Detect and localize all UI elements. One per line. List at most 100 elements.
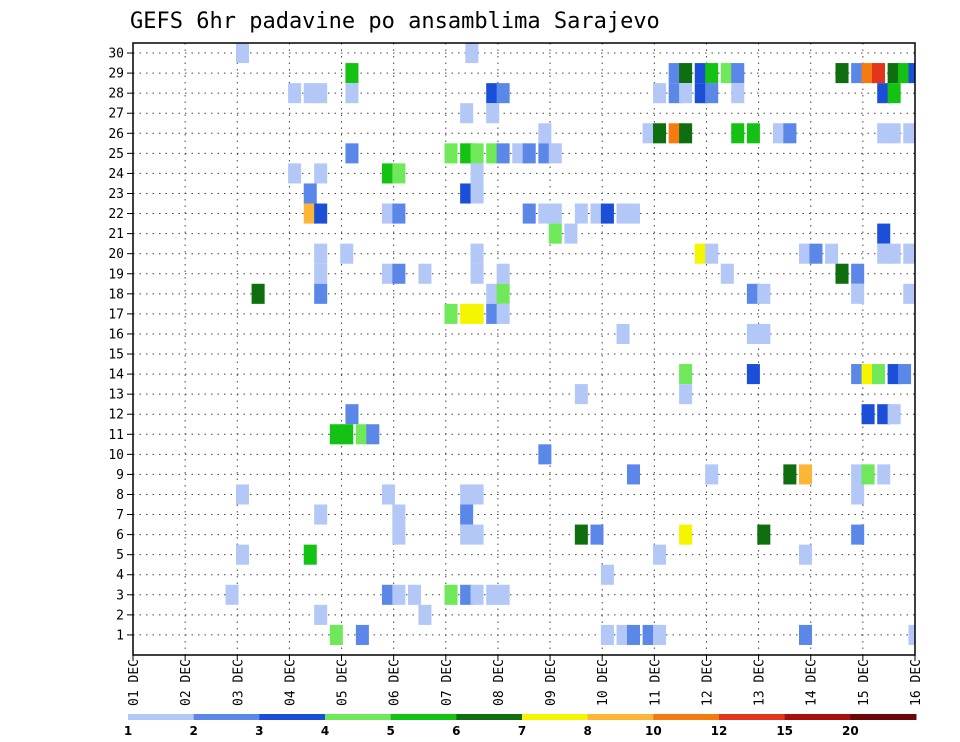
precip-cell (877, 123, 891, 144)
precip-cell (444, 143, 458, 164)
y-tick-label: 7 (116, 508, 124, 523)
precip-cell (861, 63, 875, 84)
precip-cell (392, 163, 406, 184)
legend-swatch (719, 714, 786, 720)
x-tick-label: 11 DEC (648, 659, 663, 706)
precip-cell (381, 163, 395, 184)
precip-cell (303, 203, 317, 224)
precip-cell (496, 143, 510, 164)
precip-cell (381, 263, 395, 284)
legend-label: 1 (124, 724, 132, 738)
legend-swatch (259, 714, 326, 720)
precip-cell (225, 584, 239, 605)
precip-cell (851, 283, 865, 304)
y-tick-label: 1 (116, 628, 124, 643)
legend-swatch (587, 714, 654, 720)
precip-cell (460, 103, 474, 124)
precip-cell (590, 524, 604, 545)
y-tick-label: 16 (108, 327, 124, 342)
legend-label: 10 (645, 724, 662, 738)
precip-cell (668, 63, 682, 84)
precip-cell (653, 624, 667, 645)
precip-cell (642, 123, 656, 144)
precip-cell (757, 283, 771, 304)
color-legend: 1 2 3 4 5 6 7 8 10 12 15 20 (124, 714, 917, 738)
precip-cell (486, 143, 500, 164)
legend-label: 20 (842, 724, 859, 738)
precip-cell (903, 243, 915, 264)
legend-swatch (522, 714, 589, 720)
legend-label: 8 (583, 724, 591, 738)
precip-cell (861, 464, 875, 485)
precip-cell (861, 404, 875, 425)
y-tick-label: 13 (108, 388, 124, 403)
x-tick-label: 12 DEC (700, 659, 715, 706)
precip-cell (705, 464, 719, 485)
precip-cell (303, 544, 317, 565)
precip-cell (851, 464, 865, 485)
precip-cell (314, 604, 328, 625)
y-tick-label: 14 (108, 368, 124, 383)
legend-swatch (850, 714, 917, 720)
precip-cell (470, 524, 484, 545)
precip-cell (887, 83, 901, 104)
precip-cell (887, 404, 901, 425)
precip-cell (235, 43, 249, 64)
precip-cell (465, 43, 479, 64)
precip-cell (616, 203, 630, 224)
precip-cell (731, 63, 745, 84)
precip-cell (861, 364, 875, 385)
precipitation-cells (225, 43, 915, 645)
x-tick-label: 02 DEC (179, 659, 194, 706)
legend-label: 2 (189, 724, 197, 738)
precip-cell (288, 83, 302, 104)
legend-swatch (456, 714, 523, 720)
precip-cell (366, 424, 380, 445)
precip-cell (496, 303, 510, 324)
precip-cell (851, 484, 865, 505)
legend-swatch (653, 714, 720, 720)
precip-cell (538, 444, 552, 465)
precip-cell (522, 143, 536, 164)
precip-cell (720, 263, 734, 284)
precip-cell (470, 143, 484, 164)
y-tick-label: 22 (108, 207, 124, 222)
y-tick-label: 28 (108, 87, 124, 102)
precip-cell (887, 123, 901, 144)
x-tick-label: 13 DEC (753, 659, 768, 706)
precip-cell (418, 263, 432, 284)
legend-label: 5 (386, 724, 394, 738)
precip-cell (887, 243, 901, 264)
precip-cell (548, 223, 562, 244)
precip-cell (470, 243, 484, 264)
precip-cell (460, 143, 474, 164)
legend-label: 4 (321, 724, 329, 738)
precip-cell (642, 624, 656, 645)
precip-cell (345, 404, 359, 425)
precip-cell (345, 83, 359, 104)
precip-cell (460, 484, 474, 505)
precip-cell (538, 123, 552, 144)
precip-cell (470, 163, 484, 184)
precip-cell (392, 524, 406, 545)
precip-cell (314, 504, 328, 525)
precip-cell (887, 63, 901, 84)
precip-cell (355, 424, 369, 445)
y-tick-label: 26 (108, 127, 124, 142)
precip-cell (392, 504, 406, 525)
precip-cell (496, 83, 510, 104)
y-tick-label: 23 (108, 187, 124, 202)
precip-cell (626, 464, 640, 485)
precip-cell (705, 83, 719, 104)
y-tick-label: 21 (108, 227, 124, 242)
precip-cell (705, 243, 719, 264)
legend-swatch (390, 714, 457, 720)
y-tick-label: 19 (108, 267, 124, 282)
y-tick-label: 12 (108, 408, 124, 423)
precip-cell (694, 83, 708, 104)
precip-cell (314, 83, 328, 104)
precip-cell (460, 504, 474, 525)
x-tick-label: 08 DEC (492, 659, 507, 706)
precip-cell (653, 544, 667, 565)
precip-cell (340, 243, 354, 264)
